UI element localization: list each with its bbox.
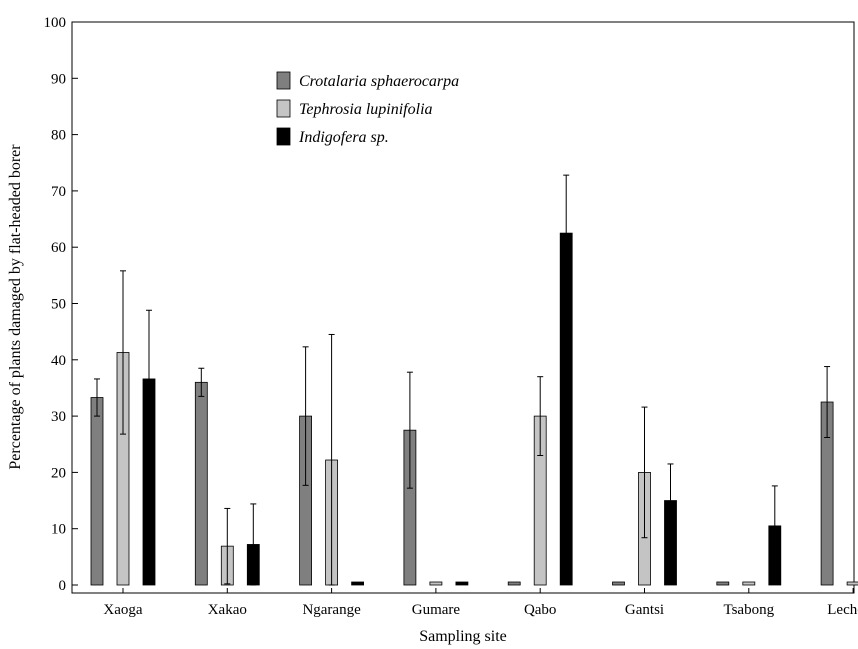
legend-swatch xyxy=(276,99,291,118)
y-tick-label: 80 xyxy=(51,128,66,144)
legend-label: Indigofera sp. xyxy=(298,129,389,146)
x-tick-label: Ngarange xyxy=(302,602,361,618)
x-tick-label: Tsabong xyxy=(723,602,774,618)
y-tick-label: 70 xyxy=(51,184,66,200)
x-tick-label: Xaoga xyxy=(103,602,142,618)
bar xyxy=(351,581,365,586)
x-tick-label: Qabo xyxy=(524,602,557,618)
y-tick-label: 30 xyxy=(51,409,66,425)
bars-layer xyxy=(90,174,858,586)
x-tick-label: Gantsi xyxy=(625,602,664,618)
legend: Crotalaria sphaerocarpa Tephrosia lupinif… xyxy=(276,71,459,146)
y-tick-label: 90 xyxy=(51,71,66,87)
bar xyxy=(90,397,104,586)
bar xyxy=(742,581,756,586)
bar xyxy=(846,581,858,586)
y-axis-title: Percentage of plants damaged by flat-hea… xyxy=(7,144,24,470)
legend-swatch xyxy=(276,127,291,146)
y-tick-label: 10 xyxy=(51,522,66,538)
legend-label: Crotalaria sphaerocarpa xyxy=(299,73,459,90)
x-axis-title: Sampling site xyxy=(419,628,507,645)
y-tick-label: 100 xyxy=(44,15,67,31)
y-axis: 0 10 20 30 40 50 60 70 80 90 100 xyxy=(44,15,78,594)
y-tick-label: 20 xyxy=(51,465,66,481)
x-tick-label: Gumare xyxy=(412,602,461,618)
x-tick-label: Xakao xyxy=(208,602,247,618)
y-tick-label: 0 xyxy=(59,578,67,594)
plot-frame xyxy=(71,21,855,594)
y-tick-label: 60 xyxy=(51,240,66,256)
x-axis: Xaoga Xakao Ngarange Gumare Qabo Gantsi Tsabon… xyxy=(103,588,858,618)
bar xyxy=(612,581,625,586)
y-tick-label: 50 xyxy=(51,297,66,313)
legend-label: Tephrosia lupinifolia xyxy=(299,101,433,118)
bar xyxy=(455,581,469,586)
y-tick-label: 40 xyxy=(51,353,66,369)
bar xyxy=(716,581,730,586)
x-tick-label: Lecheng xyxy=(827,602,858,618)
bar xyxy=(429,581,443,586)
bar xyxy=(507,581,521,586)
bar xyxy=(194,381,208,586)
legend-swatch xyxy=(276,71,291,90)
